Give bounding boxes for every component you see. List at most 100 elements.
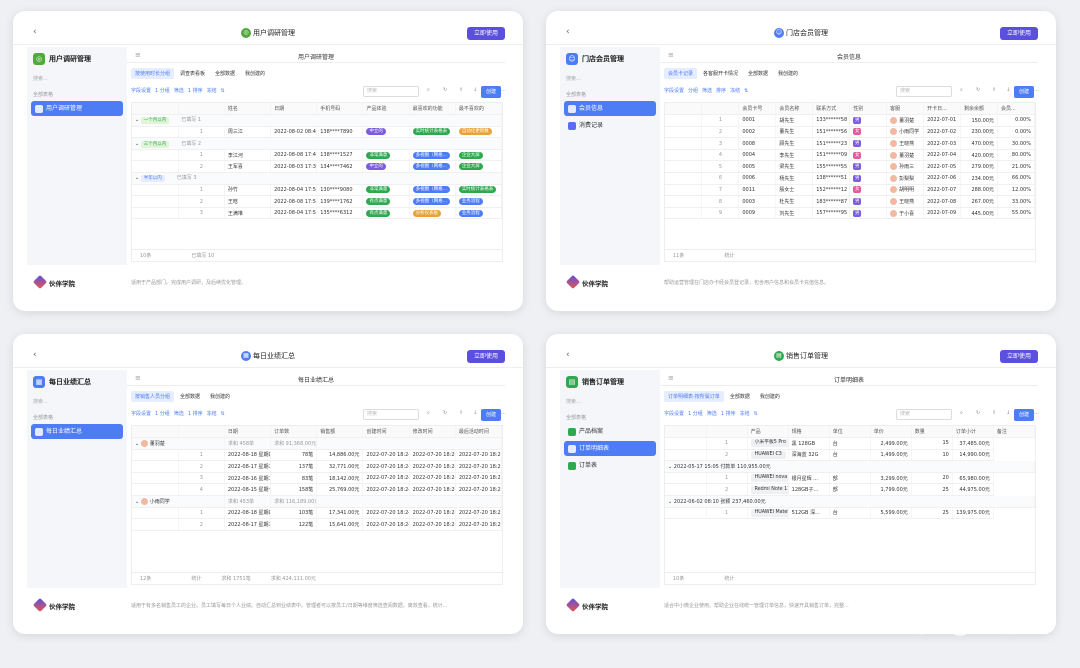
filter-button[interactable]: 筛选: [702, 88, 713, 94]
table-cell[interactable]: HUAWEI nova 8: [747, 472, 789, 485]
sidebar-item[interactable]: 订单表: [564, 458, 656, 473]
menu-icon[interactable]: ≡: [668, 374, 674, 382]
table-cell[interactable]: 2022-07-20 18:26: [409, 460, 456, 473]
table-cell[interactable]: 2022-08-02 08:41: [270, 126, 318, 139]
create-button[interactable]: 创建: [1013, 409, 1034, 421]
table-cell[interactable]: 台: [829, 449, 871, 462]
table-row[interactable]: 3 王满堆 2022-08-04 17:53 135****6312 有点满意 分析仪表板…: [132, 207, 502, 220]
group-cell[interactable]: ⌄ 2022-06-02 08:10 张颖 237,460.00元: [665, 495, 1035, 508]
table-cell[interactable]: 1,499.00元: [870, 449, 912, 462]
table-row[interactable]: 2 王军喜 2022-08-03 17:39 134****7462 中立的 多视图（网格…: [132, 160, 502, 174]
group-cell[interactable]: ⌄ 2022-05-17 15:05 付款单 110,955.00元: [665, 460, 1035, 473]
table-cell[interactable]: 18,142.00元: [316, 472, 364, 485]
group-row[interactable]: ⌄ 一个月以内 已填写 1: [132, 114, 502, 127]
table-cell[interactable]: 279.00元: [960, 160, 998, 174]
table-cell[interactable]: 王军喜: [224, 160, 272, 174]
table-cell[interactable]: 65,980.00元: [952, 472, 994, 485]
column-header[interactable]: 数量: [911, 426, 953, 439]
table-cell[interactable]: 彭梨梨: [886, 172, 925, 185]
table-cell[interactable]: 66.00%: [997, 172, 1035, 185]
download-icon[interactable]: ↓: [473, 410, 478, 416]
table-cell[interactable]: 2022-07-20 18:24: [362, 472, 410, 485]
refresh-icon[interactable]: ↻: [976, 87, 981, 93]
table-cell[interactable]: 128GB子...: [788, 483, 830, 497]
table-cell[interactable]: 女: [849, 149, 888, 162]
table-cell[interactable]: 多视图（网格...: [409, 149, 456, 162]
table-cell[interactable]: 83笔: [270, 472, 318, 485]
row-checkbox[interactable]: [665, 172, 703, 185]
table-cell[interactable]: 2: [178, 195, 225, 208]
more-icon[interactable]: …: [1034, 87, 1039, 93]
column-header[interactable]: 会员名称: [775, 103, 814, 116]
table-cell[interactable]: 2022-07-03: [923, 137, 961, 150]
table-cell[interactable]: 133******58: [812, 114, 851, 127]
use-now-button[interactable]: 立即使用: [466, 27, 505, 40]
refresh-icon[interactable]: ↻: [443, 410, 448, 416]
view-tab[interactable]: 我创建的: [759, 394, 780, 400]
table-cell[interactable]: 胡明明: [886, 184, 925, 197]
column-header[interactable]: 订单数: [270, 426, 318, 439]
table-row[interactable]: 9 0009 刘先生 157******95 男 于小喜 2022-07-09 445.00元…: [665, 207, 1035, 220]
more-icon[interactable]: …: [501, 410, 506, 416]
field-settings-button[interactable]: 字段设置: [131, 88, 152, 94]
row-checkbox[interactable]: [665, 449, 707, 462]
table-cell[interactable]: 0009: [738, 207, 777, 220]
row-checkbox[interactable]: [132, 483, 179, 497]
table-cell[interactable]: 5: [701, 160, 740, 174]
row-checkbox[interactable]: [132, 207, 179, 220]
table-cell[interactable]: 33.00%: [997, 195, 1035, 208]
table-cell[interactable]: 157******95: [812, 207, 851, 220]
table-cell[interactable]: 胡先生: [775, 114, 814, 127]
chevron-down-icon[interactable]: ⌄: [668, 464, 674, 471]
sidebar-item[interactable]: 产品档案: [564, 424, 656, 439]
table-cell[interactable]: 103笔: [270, 507, 318, 520]
column-header[interactable]: 最后活动时间: [455, 426, 502, 439]
group-button[interactable]: 1 分组: [688, 411, 703, 417]
row-checkbox[interactable]: [132, 160, 179, 174]
table-cell[interactable]: 小雨同学: [886, 126, 925, 139]
table-cell[interactable]: 0002: [738, 126, 777, 139]
table-cell[interactable]: 梁先生: [775, 160, 814, 174]
column-header[interactable]: 联系方式: [812, 103, 851, 116]
search-icon[interactable]: ⌕: [427, 410, 430, 416]
table-cell[interactable]: 2022-08-08 17:46: [270, 149, 318, 162]
table-cell[interactable]: 周三江: [224, 126, 272, 139]
table-cell[interactable]: 2022-08-03 17:39: [270, 160, 318, 174]
table-cell[interactable]: 151******56: [812, 126, 851, 139]
table-cell[interactable]: 234.00元: [960, 172, 998, 185]
column-header[interactable]: 产品: [747, 426, 789, 439]
table-cell[interactable]: 151******23: [812, 137, 851, 150]
table-cell[interactable]: 2: [701, 126, 740, 139]
table-cell[interactable]: 78笔: [270, 449, 318, 462]
table-cell[interactable]: Redmi Note 11 Pro: [747, 483, 789, 497]
table-cell[interactable]: 21.00%: [997, 160, 1035, 174]
table-cell[interactable]: 0001: [738, 114, 777, 127]
table-cell[interactable]: 17,341.00元: [316, 507, 364, 520]
table-cell[interactable]: 多视图（网格...: [409, 195, 456, 208]
column-header[interactable]: 最喜欢的功能: [409, 103, 456, 116]
freeze-button[interactable]: 冻结: [739, 411, 750, 417]
table-cell[interactable]: 155******55: [812, 160, 851, 174]
chevron-down-icon[interactable]: ⌄: [135, 175, 141, 182]
more-icon[interactable]: …: [1034, 410, 1039, 416]
column-header[interactable]: 剩余余额: [960, 103, 998, 116]
table-row[interactable]: 1 2022-08-18 星期四 103笔 17,341.00元 2022-07-20 …: [132, 507, 502, 520]
search-icon[interactable]: ⌕: [960, 87, 963, 93]
table-cell[interactable]: HUAWEI C3: [747, 449, 789, 462]
table-cell[interactable]: 0006: [738, 172, 777, 185]
table-cell[interactable]: 1: [178, 449, 225, 462]
table-cell[interactable]: 25: [911, 507, 953, 520]
table-cell[interactable]: 1: [706, 472, 748, 485]
row-height-icon[interactable]: ⇅: [220, 411, 225, 417]
table-cell[interactable]: 男: [849, 172, 888, 185]
column-header[interactable]: 销售额: [316, 426, 364, 439]
table-cell[interactable]: 267.00元: [960, 195, 998, 208]
view-tab[interactable]: 会员卡记录: [664, 68, 698, 79]
table-cell[interactable]: 2022-07-01: [923, 114, 961, 127]
table-row[interactable]: 8 0003 杜先生 183******87 男 王晓燕 2022-07-08 267.00元…: [665, 195, 1035, 208]
row-checkbox[interactable]: [665, 126, 703, 139]
row-checkbox[interactable]: [665, 160, 703, 174]
table-row[interactable]: 2 HUAWEI C3 深海蓝 32G 台 1,499.00元 10 14,990.00元: [665, 449, 1035, 462]
table-cell[interactable]: 2022-08-17 星期三: [224, 460, 272, 473]
